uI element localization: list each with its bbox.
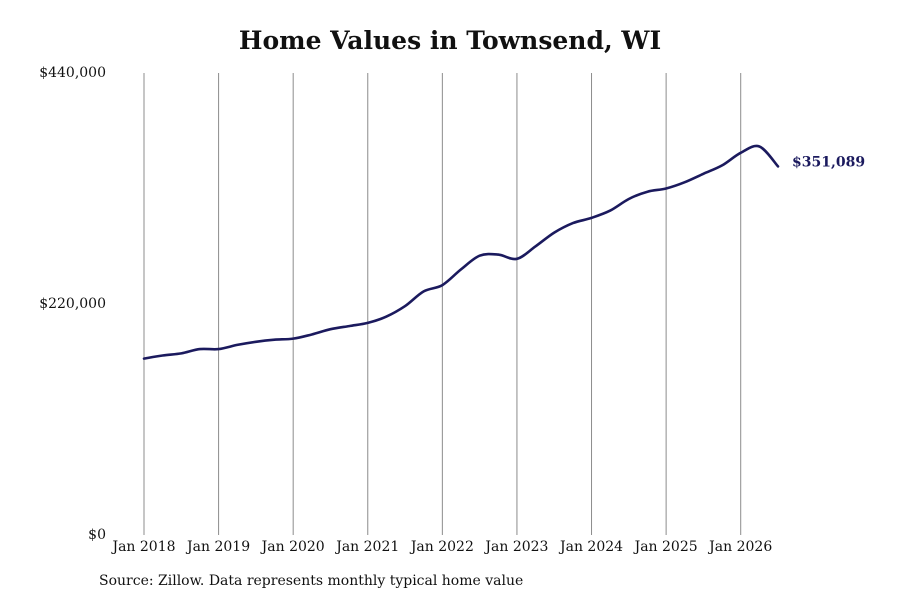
end-value-label: $351,089 <box>792 154 865 170</box>
source-note: Source: Zillow. Data represents monthly … <box>99 573 524 589</box>
x-tick-label: Jan 2025 <box>633 539 698 555</box>
x-tick-label: Jan 2021 <box>334 539 399 555</box>
y-tick-label: $0 <box>88 527 106 543</box>
y-tick-label: $220,000 <box>39 296 106 312</box>
x-tick-label: Jan 2020 <box>260 539 325 555</box>
series-line <box>142 144 780 360</box>
x-tick-label: Jan 2018 <box>110 539 175 555</box>
vertical-gridlines <box>143 73 742 535</box>
x-tick-label: Jan 2024 <box>558 539 623 555</box>
x-tick-label: Jan 2022 <box>409 539 474 555</box>
x-tick-label: Jan 2023 <box>483 539 548 555</box>
y-axis-tick-labels: $0 $220,000 $440,000 <box>39 65 106 543</box>
x-tick-label: Jan 2026 <box>707 539 772 555</box>
x-axis-tick-labels: Jan 2018 Jan 2019 Jan 2020 Jan 2021 Jan 2022… <box>110 539 772 555</box>
x-tick-label: Jan 2019 <box>185 539 250 555</box>
chart-title: Home Values in Townsend, WI <box>238 26 662 55</box>
y-tick-label: $440,000 <box>39 65 106 81</box>
